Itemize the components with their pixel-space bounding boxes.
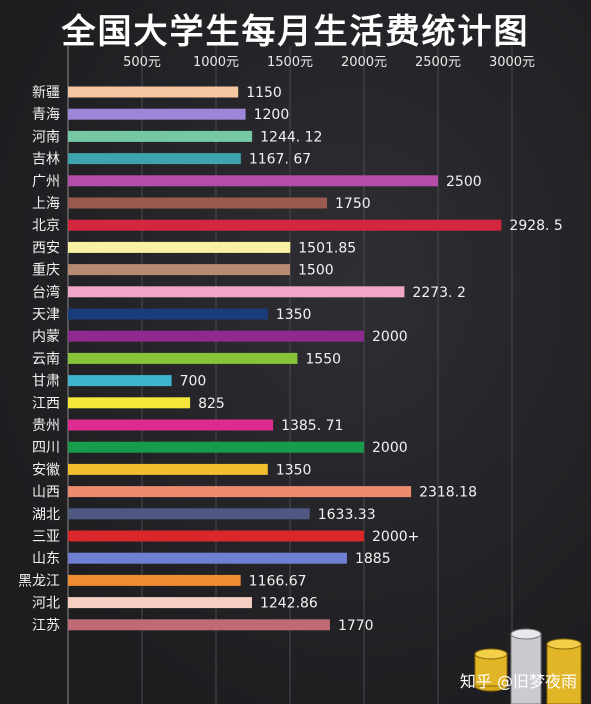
bar [68,552,347,564]
data-label: 1750 [335,196,371,212]
bar [68,264,290,276]
category-label: 新疆 [32,85,60,101]
category-label: 山西 [32,485,60,501]
bar [68,130,253,142]
bar [68,219,502,231]
category-label: 河北 [32,596,60,612]
data-label: 1770 [338,618,374,634]
bar [68,508,310,520]
data-label: 2273. 2 [412,285,465,301]
data-label: 1167. 67 [249,152,311,168]
data-label: 700 [180,374,207,390]
category-label: 江苏 [32,618,60,634]
bar [68,574,241,586]
category-label: 贵州 [32,418,60,434]
category-label: 黑龙江 [18,573,60,589]
category-label: 山东 [32,551,60,567]
bar [68,597,252,609]
bar [68,86,239,98]
category-label: 台湾 [32,284,60,301]
data-label: 1385. 71 [281,418,343,434]
bar [68,419,274,431]
bar [68,397,191,409]
data-label: 2000+ [372,529,419,545]
data-label: 2000 [372,440,408,456]
data-label: 1350 [276,307,312,323]
data-label: 2928. 5 [509,218,562,234]
data-label: 1501.85 [298,240,356,256]
category-label: 三亚 [32,529,60,545]
bar [68,375,172,387]
bar [68,619,330,631]
data-label: 1244. 12 [260,129,322,145]
category-label: 青海 [32,107,60,123]
data-label: 1550 [305,351,341,367]
x-tick-label: 3000元 [489,55,535,70]
bar [68,330,364,342]
chart-title: 全国大学生每月生活费统计图 [61,12,530,52]
data-label: 1350 [276,462,312,478]
category-label: 云南 [32,351,60,367]
x-tick-label: 2000元 [341,55,387,70]
category-label: 内蒙 [32,329,60,345]
bar [68,153,241,165]
bar [68,175,438,187]
data-label: 1166.67 [249,573,307,589]
x-tick-label: 2500元 [415,55,461,70]
bar [68,441,364,453]
data-label: 1885 [355,551,391,567]
data-label: 1633.33 [318,507,376,523]
bar [68,286,405,298]
data-label: 2318.18 [419,485,477,501]
bar [68,486,412,498]
category-label: 天津 [32,307,60,323]
bar [68,108,246,120]
bar [68,463,268,475]
category-label: 上海 [32,196,60,212]
category-label: 重庆 [32,263,60,279]
x-tick-label: 1000元 [193,55,239,70]
category-label: 湖北 [32,507,60,523]
data-label: 825 [198,396,225,412]
data-label: 1500 [298,263,334,279]
category-label: 北京 [32,218,60,234]
bar [68,352,298,364]
category-label: 安徽 [32,462,60,478]
x-tick-label: 500元 [123,55,161,70]
category-label: 甘肃 [32,374,60,390]
x-tick-label: 1500元 [267,55,313,70]
data-label: 2500 [446,174,482,190]
watermark: 知乎 @旧梦夜雨 [459,672,577,691]
data-label: 2000 [372,329,408,345]
category-label: 江西 [32,396,60,412]
bar [68,241,291,253]
data-label: 1200 [254,107,290,123]
category-label: 河南 [32,129,60,145]
category-label: 四川 [32,440,60,456]
category-label: 西安 [32,240,60,256]
coins-illustration [474,628,582,704]
category-label: 广州 [32,174,60,190]
bar [68,530,364,542]
bar [68,308,268,320]
data-label: 1150 [246,85,282,101]
data-label: 1242.86 [260,596,318,612]
category-label: 吉林 [32,152,60,168]
bar [68,197,327,209]
